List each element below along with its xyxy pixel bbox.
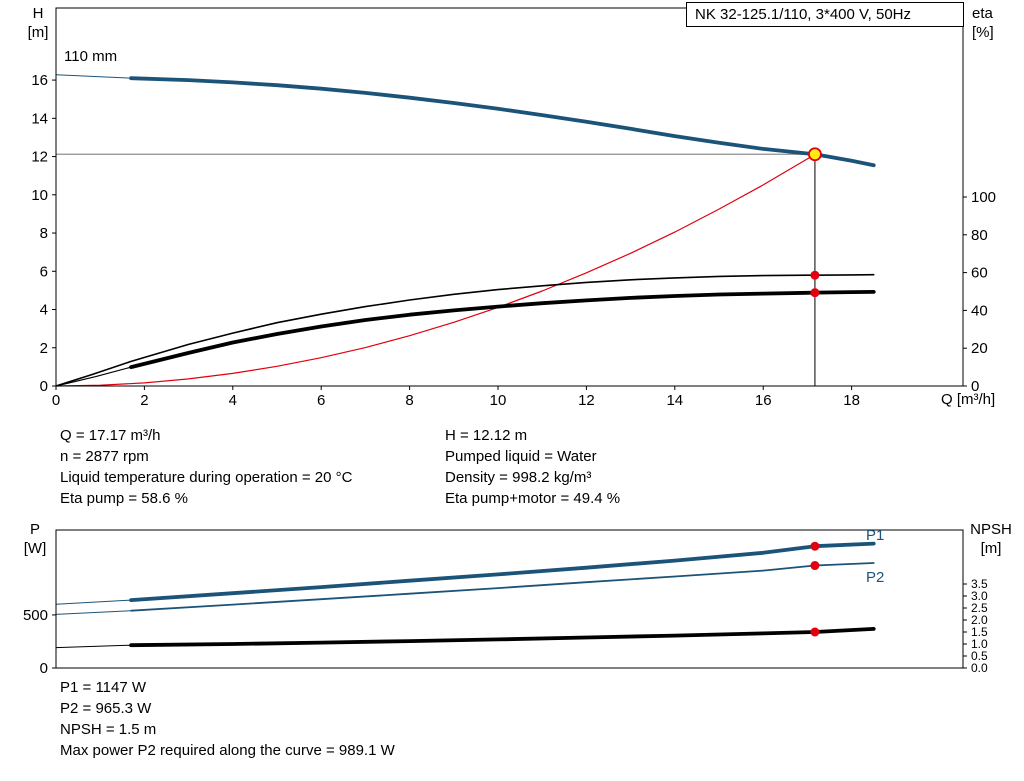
eta-axis-unit-line1: eta	[972, 5, 993, 22]
x-tick-label: 16	[755, 392, 772, 409]
qh-curve-chart: 0 2 4 6 8 10 12 14 16 18 0 2 4 6 8 10 12 14 16 0 20 40 60 80 100	[31, 7, 996, 409]
p2-value: P2 = 965.3 W	[60, 700, 152, 717]
liquid-temperature-value: Liquid temperature during operation = 20…	[60, 469, 353, 486]
x-tick-label: 12	[578, 392, 595, 409]
y-tick-label: 6	[40, 263, 48, 280]
x-tick-label: 10	[490, 392, 507, 409]
eta-axis-unit-line2: [%]	[972, 24, 994, 41]
p1-op-dot	[810, 541, 820, 551]
p-axis-unit-line2: [W]	[23, 540, 47, 557]
y-tick-label: 12	[31, 149, 48, 166]
eta-pump-motor-value: Eta pump+motor = 49.4 %	[445, 490, 621, 507]
y-tick-label: 3.0	[971, 589, 988, 603]
npsh-axis-unit: NPSH [m]	[966, 520, 1016, 558]
pump-curve-110mm	[129, 76, 876, 168]
y-tick-label: 500	[23, 607, 48, 624]
x-tick-label: 14	[666, 392, 683, 409]
head-value: H = 12.12 m	[445, 427, 528, 444]
pumped-liquid-value: Pumped liquid = Water	[445, 448, 597, 465]
npsh-curve-lead	[55, 644, 132, 649]
p-axis-unit: P [W]	[18, 520, 52, 558]
p1-value: P1 = 1147 W	[60, 679, 147, 696]
y-tick-label: 100	[971, 189, 996, 206]
y-tick-label: 20	[971, 340, 988, 357]
eta-axis-unit: eta [%]	[972, 4, 1012, 42]
q-value: Q = 17.17 m³/h	[60, 427, 161, 444]
npsh-axis-unit-line2: [m]	[980, 540, 1002, 557]
y-tick-label: 3.5	[971, 577, 988, 591]
npsh-curve	[129, 627, 876, 648]
power-npsh-chart-border	[55, 529, 964, 669]
y-tick-label: 14	[31, 110, 48, 127]
result-data: P1 = 1147 W P2 = 965.3 W NPSH = 1.5 m Ma…	[60, 677, 395, 761]
y-tick-label: 0	[40, 378, 48, 395]
y-tick-label: 16	[31, 72, 48, 89]
x-tick-label: 2	[140, 392, 148, 409]
x-tick-label: 6	[317, 392, 325, 409]
y-tick-label: 10	[31, 187, 48, 204]
p2-curve	[130, 562, 875, 612]
y-tick-label: 8	[40, 225, 48, 242]
y-tick-label: 1.5	[971, 625, 988, 639]
eta-pump-motor-curve-lead	[55, 366, 132, 387]
y-tick-label: 0.5	[971, 649, 988, 663]
p2-op-dot	[810, 561, 820, 571]
max-power-value: Max power P2 required along the curve = …	[60, 742, 395, 759]
y-tick-label: 4	[40, 302, 48, 319]
y-tick-label: 0	[40, 660, 48, 677]
eta-pump-motor-curve	[129, 289, 876, 370]
pump-curve-lead	[55, 74, 132, 79]
impeller-diameter-label: 110 mm	[64, 48, 118, 65]
p1-curve-label: P1	[866, 527, 885, 544]
h-axis-unit-line1: H	[32, 5, 44, 22]
pump-name-box: NK 32-125.1/110, 3*400 V, 50Hz	[686, 2, 964, 27]
density-value: Density = 998.2 kg/m³	[445, 469, 592, 486]
x-tick-label: 18	[843, 392, 860, 409]
eta-pump-motor-op-dot	[810, 288, 820, 298]
y-tick-label: 2.0	[971, 613, 988, 627]
y-tick-label: 2.5	[971, 601, 988, 615]
x-tick-label: 8	[405, 392, 413, 409]
x-tick-label: 0	[52, 392, 60, 409]
h-axis-unit-line2: [m]	[27, 24, 49, 41]
power-npsh-chart: 0 500 0.00.51.01.52.02.53.03.5	[23, 529, 988, 677]
y-tick-label: 60	[971, 265, 988, 282]
y-tick-label: 1.0	[971, 637, 988, 651]
y-tick-label: 80	[971, 227, 988, 244]
qh-curve-chart-border	[55, 7, 964, 387]
npsh-op-dot	[810, 627, 820, 637]
y-tick-label: 0	[971, 378, 979, 395]
q-axis-unit: Q [m³/h]	[941, 391, 996, 408]
eta-pump-value: Eta pump = 58.6 %	[60, 490, 188, 507]
p-axis-unit-line1: P	[29, 521, 40, 538]
y-tick-label: 40	[971, 302, 988, 319]
duty-point	[808, 147, 822, 162]
p2-curve-label: P2	[866, 569, 885, 586]
p2-curve-lead	[55, 610, 132, 615]
y-tick-label: 0.0	[971, 661, 988, 675]
npsh-axis-unit-line1: NPSH	[970, 521, 1012, 538]
operating-data-left: Q = 17.17 m³/h n = 2877 rpm Liquid tempe…	[60, 425, 352, 509]
y-tick-label: 2	[40, 340, 48, 357]
x-tick-label: 4	[229, 392, 237, 409]
p1-curve-lead	[55, 599, 132, 605]
h-axis-unit: H [m]	[22, 4, 54, 42]
operating-data-right: H = 12.12 m Pumped liquid = Water Densit…	[445, 425, 620, 509]
system-curve	[55, 153, 816, 387]
npsh-value: NPSH = 1.5 m	[60, 721, 157, 738]
speed-value: n = 2877 rpm	[60, 448, 149, 465]
eta-pump-op-dot	[810, 270, 820, 280]
p1-curve	[129, 541, 876, 602]
eta-pump-curve	[55, 273, 875, 387]
